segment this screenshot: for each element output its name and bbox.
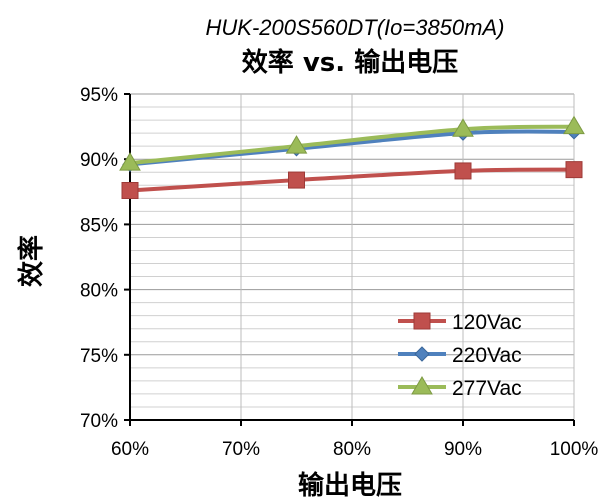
legend: 120Vac 220Vac 277Vac bbox=[398, 311, 522, 400]
data-point-277vac bbox=[563, 115, 585, 135]
x-axis-title: 输出电压 bbox=[298, 470, 402, 501]
data-point-120vac bbox=[454, 162, 472, 180]
legend-label-277vac: 277Vac bbox=[452, 377, 522, 400]
data-point-120vac bbox=[121, 181, 139, 199]
axes bbox=[124, 93, 575, 426]
y-tick-label: 70% bbox=[80, 411, 118, 432]
legend-label-120vac: 120Vac bbox=[452, 311, 522, 334]
x-tick-labels: 60% 70% 80% 90% 100% bbox=[111, 439, 598, 460]
chart-title: 效率 vs. 输出电压 bbox=[242, 47, 458, 78]
chart-subtitle: HUK-200S560DT(Io=3850mA) bbox=[206, 15, 505, 40]
data-point-120vac bbox=[288, 171, 305, 189]
x-tick-label: 60% bbox=[111, 439, 149, 460]
series-line-120vac bbox=[128, 167, 576, 193]
series-line-277vac bbox=[128, 124, 576, 166]
y-tick-labels: 70% 75% 80% 85% 90% 95% bbox=[80, 85, 118, 432]
y-tick-label: 75% bbox=[80, 346, 118, 367]
data-point-277vac bbox=[119, 152, 141, 171]
y-tick-label: 95% bbox=[80, 85, 118, 106]
y-axis-title: 效率 bbox=[16, 235, 47, 287]
legend-label-220vac: 220Vac bbox=[452, 344, 522, 367]
x-tick-label: 90% bbox=[444, 439, 482, 460]
legend-marker-277vac bbox=[411, 376, 433, 395]
series-lines bbox=[119, 115, 585, 199]
y-tick-label: 90% bbox=[80, 150, 118, 171]
x-tick-label: 70% bbox=[222, 439, 260, 460]
y-tick-label: 80% bbox=[80, 281, 118, 302]
data-point-120vac bbox=[565, 161, 583, 179]
data-point-277vac bbox=[452, 118, 474, 137]
x-tick-label: 80% bbox=[333, 439, 371, 460]
y-tick-label: 85% bbox=[80, 215, 118, 236]
data-point-277vac bbox=[285, 135, 308, 154]
legend-marker-120vac bbox=[413, 312, 431, 330]
x-tick-label: 100% bbox=[550, 439, 599, 460]
legend-marker-220vac bbox=[414, 346, 430, 362]
